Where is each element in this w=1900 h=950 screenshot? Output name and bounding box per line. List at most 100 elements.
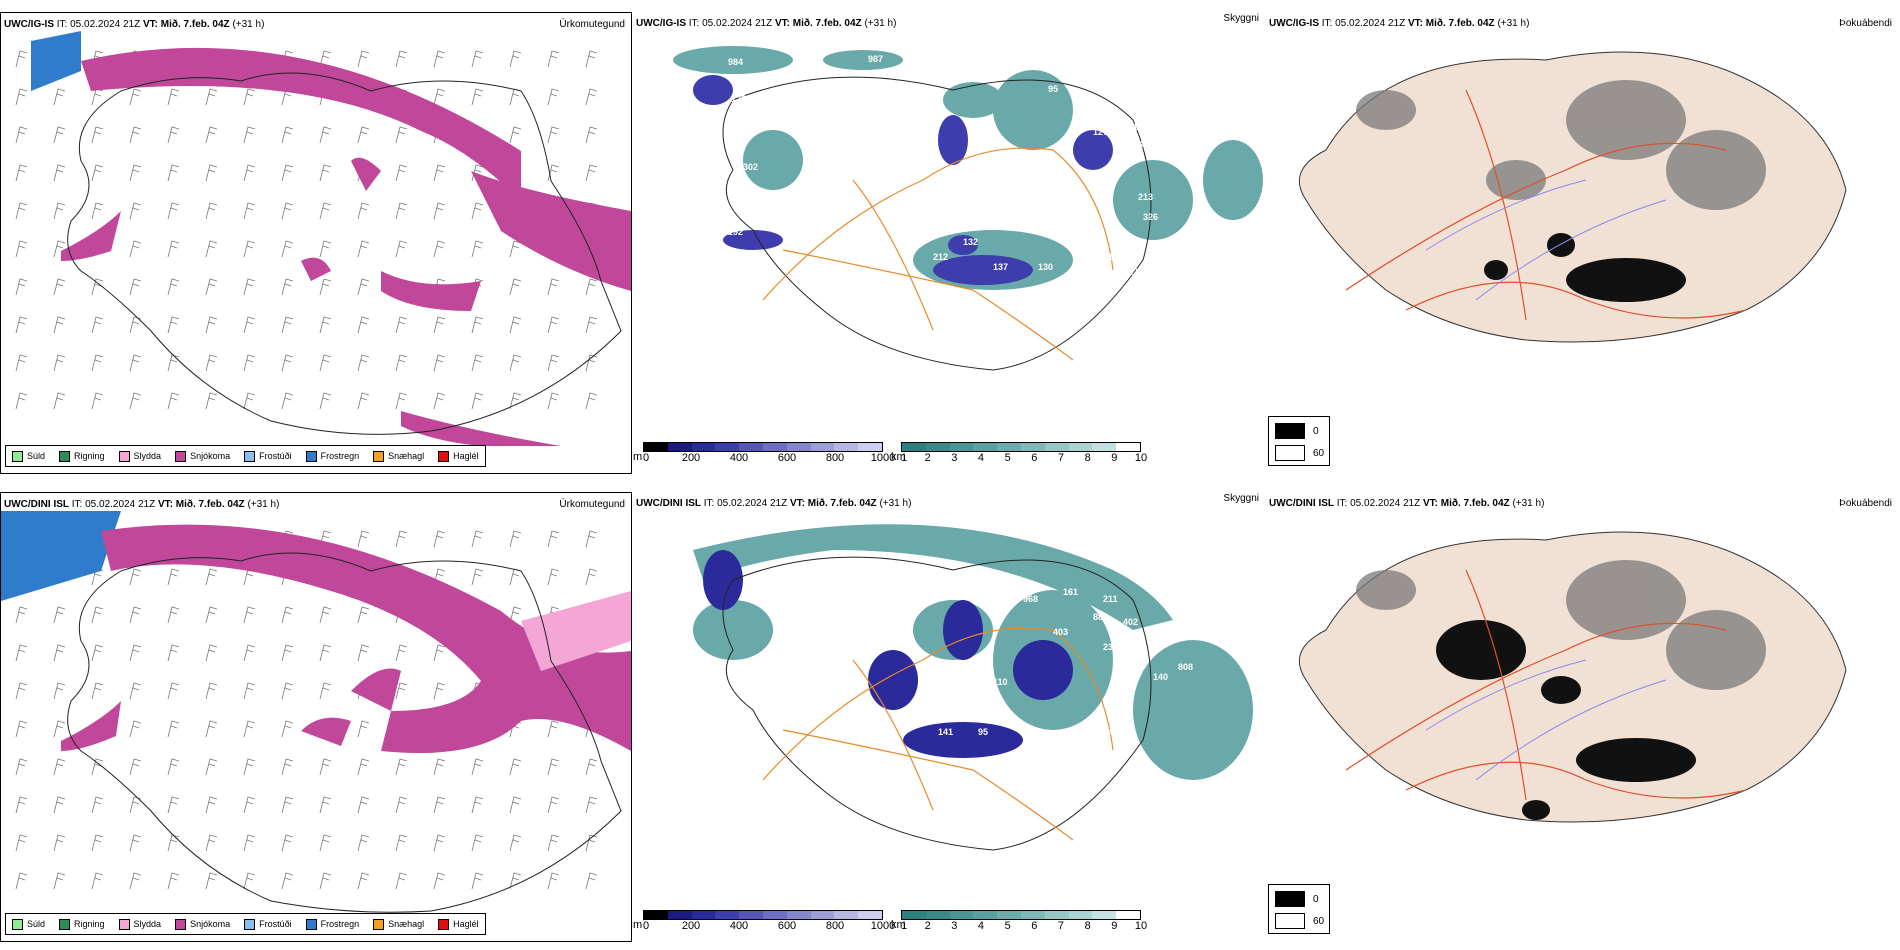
precip-type-map: [1, 511, 631, 913]
colorbar-segment: [644, 443, 668, 451]
cloud-panel-top: UWC/IG-IS IT: 05.02.2024 21Z VT: Mið. 7.…: [633, 12, 1265, 474]
wind-barb: [243, 240, 256, 258]
wind-barb: [547, 720, 560, 738]
legend-label: Frostúði: [259, 919, 292, 929]
colorbar-tick: 400: [729, 452, 749, 464]
colorbar-segment: [1068, 911, 1093, 919]
wind-barb: [53, 796, 66, 814]
precip-legend-item: Snæhagl: [373, 450, 424, 462]
legend-swatch: [59, 918, 71, 930]
variable-name: Úrkomutegund: [559, 19, 625, 30]
wind-barb: [547, 834, 560, 852]
wind-barb: [433, 872, 446, 890]
wind-barb: [15, 796, 28, 814]
wind-barb: [547, 88, 560, 106]
wind-barb: [319, 354, 332, 372]
wind-barb: [205, 202, 218, 220]
legend-swatch: [1275, 445, 1305, 461]
wind-barb: [471, 834, 484, 852]
legend-label: Snjókoma: [190, 451, 231, 461]
wind-barb: [509, 316, 522, 334]
legend-label: 0: [1313, 893, 1319, 905]
fog-legend-item: 0: [1275, 891, 1319, 907]
colorbar-segment: [715, 443, 740, 451]
cloud-height-label: 170: [1028, 737, 1043, 747]
wind-barb: [53, 354, 66, 372]
wind-barb: [53, 316, 66, 334]
legend-label: Rigning: [74, 919, 105, 929]
legend-swatch: [59, 450, 71, 462]
wind-barb: [129, 240, 142, 258]
wind-barb: [205, 720, 218, 738]
wind-barb: [15, 758, 28, 776]
wind-barb: [319, 202, 332, 220]
wind-barb: [243, 316, 256, 334]
wind-barb: [395, 834, 408, 852]
wind-barb: [167, 758, 180, 776]
cloud-height-label: 191: [1083, 747, 1098, 757]
legend-swatch: [1275, 423, 1305, 439]
colorbar-tick: 1: [901, 452, 908, 464]
wind-barb: [585, 392, 598, 410]
wind-barb: [281, 354, 294, 372]
wind-barb: [91, 606, 104, 624]
wind-barb: [357, 126, 370, 144]
wind-barb: [15, 354, 28, 372]
wind-barb: [509, 606, 522, 624]
wind-barb: [547, 796, 560, 814]
colorbar-segment: [1092, 443, 1117, 451]
colorbar-segment: [973, 911, 998, 919]
wind-barb: [471, 88, 484, 106]
wind-barb: [129, 682, 142, 700]
panel-title: UWC/IG-IS IT: 05.02.2024 21Z VT: Mið. 7.…: [636, 18, 897, 29]
cloud-height-label: 403: [1053, 627, 1068, 637]
cloud-height-label: 336: [1128, 140, 1143, 150]
legend-swatch: [12, 918, 23, 930]
wind-barb: [129, 720, 142, 738]
wind-barb: [357, 202, 370, 220]
wind-barb: [357, 316, 370, 334]
legend-label: 0: [1313, 425, 1319, 437]
wind-barb: [243, 606, 256, 624]
wind-barb: [433, 796, 446, 814]
wind-barb: [357, 758, 370, 776]
precip-type-map: [15, 31, 631, 446]
wind-barb: [15, 834, 28, 852]
wind-barb: [205, 682, 218, 700]
colorbar-tick: 8: [1084, 920, 1091, 932]
colorbar-tick: 800: [825, 920, 845, 932]
panel-title: UWC/IG-IS IT: 05.02.2024 21Z VT: Mið. 7.…: [1269, 18, 1530, 29]
visibility-colors: [901, 910, 1141, 920]
legend-swatch: [118, 450, 130, 462]
colorbar-segment: [858, 911, 882, 919]
fog-panel-top: UWC/IG-IS IT: 05.02.2024 21Z VT: Mið. 7.…: [1266, 12, 1898, 474]
wind-barb: [205, 240, 218, 258]
wind-barb: [585, 872, 598, 890]
wind-barb: [433, 88, 446, 106]
wind-barb: [471, 392, 484, 410]
wind-barb: [91, 126, 104, 144]
legend-label: Snjókoma: [190, 919, 231, 929]
legend-swatch: [118, 918, 130, 930]
wind-barb: [15, 316, 28, 334]
colorbar-segment: [858, 443, 882, 451]
ceiling-ticks: 0 200 400 600 800 1000: [643, 452, 895, 466]
wind-barb: [509, 126, 522, 144]
ceiling-ticks: 0 200 400 600 800 1000: [643, 920, 895, 934]
wind-barb: [319, 758, 332, 776]
colorbar-tick: 7: [1057, 452, 1065, 464]
precip-legend-item: Snæhagl: [373, 918, 424, 930]
wind-barb: [243, 872, 256, 890]
wind-barb: [433, 240, 446, 258]
colorbar-tick: 9: [1111, 452, 1118, 464]
visibility-colors: [901, 442, 1141, 452]
wind-barb: [319, 164, 332, 182]
wind-barb: [281, 796, 294, 814]
variable-name: Skyggni: [1223, 13, 1259, 24]
wind-barb: [509, 50, 522, 68]
wind-barb: [585, 354, 598, 372]
cloud-height-label: 120: [1128, 267, 1143, 277]
legend-swatch: [305, 918, 317, 930]
precip-legend-item: Súld: [12, 918, 45, 930]
cloud-panel-bottom: UWC/DINI ISL IT: 05.02.2024 21Z VT: Mið.…: [633, 492, 1265, 942]
